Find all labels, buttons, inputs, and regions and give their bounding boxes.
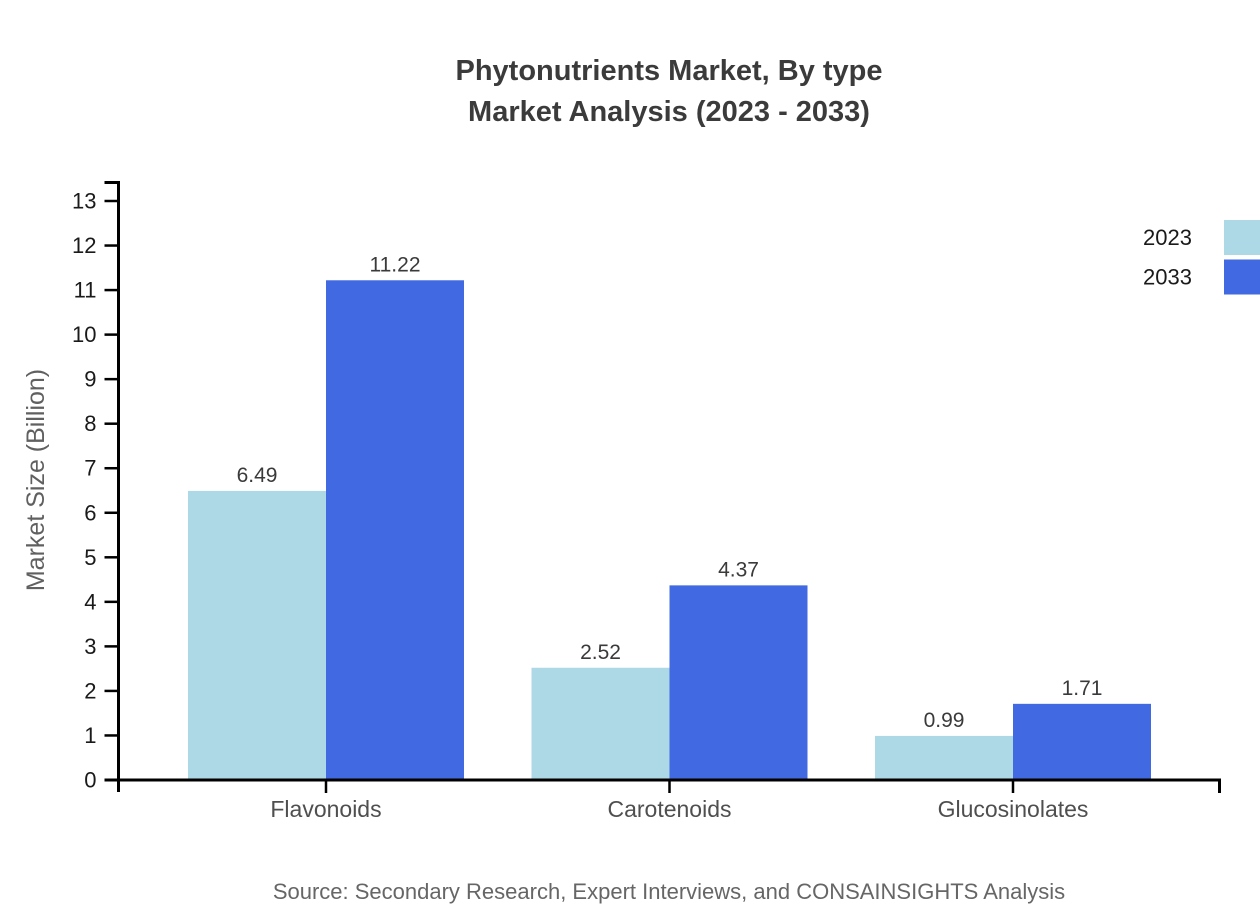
value-label: 1.71 xyxy=(1062,677,1103,700)
value-label: 6.49 xyxy=(237,464,278,487)
chart-title-line2: Market Analysis (2023 - 2033) xyxy=(468,96,870,128)
y-axis-label: Market Size (Billion) xyxy=(22,369,50,591)
category-label-glucosinolates: Glucosinolates xyxy=(938,796,1089,822)
y-tick-label: 5 xyxy=(84,545,96,570)
bar-2023-glucosinolates xyxy=(875,735,1013,780)
y-tick-label: 13 xyxy=(72,189,96,214)
y-tick-label: 0 xyxy=(84,768,96,793)
axes-layer xyxy=(104,181,1221,793)
y-tick-label: 12 xyxy=(72,233,96,258)
bars-layer xyxy=(188,280,1151,780)
category-label-flavonoids: Flavonoids xyxy=(270,796,381,822)
value-label: 0.99 xyxy=(924,709,965,732)
y-tick-label: 3 xyxy=(84,634,96,659)
chart-title-line1: Phytonutrients Market, By type xyxy=(455,55,882,87)
legend-label-2033: 2033 xyxy=(1143,265,1192,290)
category-label-carotenoids: Carotenoids xyxy=(607,796,731,822)
legend-swatch-2033 xyxy=(1224,259,1260,295)
value-label: 11.22 xyxy=(370,253,421,276)
y-tick-label: 6 xyxy=(84,500,96,525)
bar-2033-glucosinolates xyxy=(1013,703,1151,780)
y-tick-label: 10 xyxy=(72,322,96,347)
y-tick-label: 1 xyxy=(84,723,96,748)
bar-2023-flavonoids xyxy=(188,490,326,780)
bar-2033-flavonoids xyxy=(326,280,464,780)
y-tick-label: 2 xyxy=(84,678,96,703)
legend: 2023 2033 xyxy=(1143,220,1260,295)
source-note: Source: Secondary Research, Expert Inter… xyxy=(273,879,1065,904)
value-label: 2.52 xyxy=(580,641,621,664)
y-tick-label: 7 xyxy=(84,456,96,481)
bar-2033-carotenoids xyxy=(669,585,808,780)
y-tick-label: 8 xyxy=(84,411,96,436)
y-tick-label: 11 xyxy=(74,278,97,303)
value-label: 4.37 xyxy=(718,558,759,581)
y-tick-label: 4 xyxy=(84,589,96,614)
legend-swatch-2023 xyxy=(1224,220,1260,255)
y-tick-label: 9 xyxy=(84,367,96,392)
bar-2023-carotenoids xyxy=(531,667,670,780)
labels-layer: 6.492.520.9911.224.371.71012345678910111… xyxy=(72,189,1102,823)
legend-label-2023: 2023 xyxy=(1143,225,1192,250)
